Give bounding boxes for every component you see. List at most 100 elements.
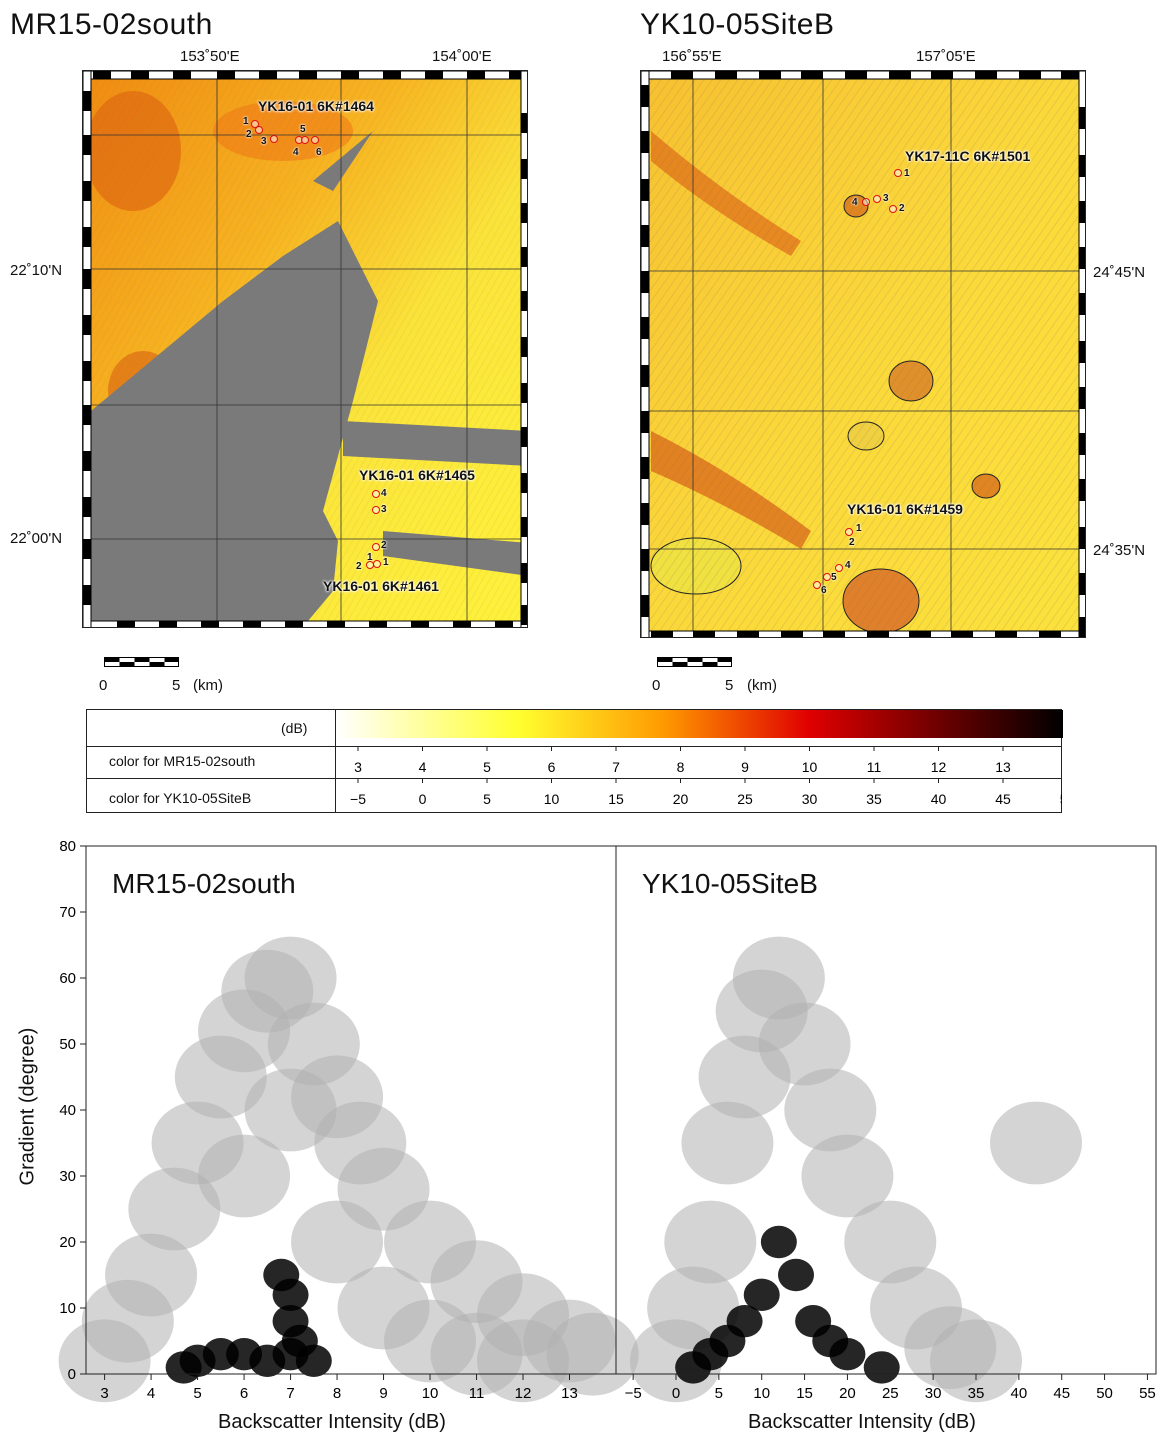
colorbar-tick-label: 35	[866, 791, 882, 807]
colorbar-tick-label: 8	[677, 759, 685, 775]
scatter-point	[760, 1225, 797, 1259]
colorbar-tick-label: 5	[483, 759, 491, 775]
scatter-point	[244, 1068, 337, 1152]
station-number: 2	[246, 129, 252, 140]
site-label: YK16-01 6K#1461	[323, 578, 439, 594]
scatter-point	[664, 1200, 757, 1284]
station-marker	[270, 135, 278, 143]
station-number: 2	[356, 561, 362, 572]
x-tick-label: 3	[100, 1385, 108, 1402]
colorbar-tick-label: 4	[419, 759, 427, 775]
x-tick-label: 8	[333, 1385, 341, 1402]
x-axis-label: Backscatter Intensity (dB)	[748, 1411, 976, 1433]
scale-zero: 0	[99, 677, 108, 694]
scatter-point	[263, 1258, 300, 1292]
scatter-point	[778, 1258, 814, 1292]
y-tick-label: 50	[59, 1036, 76, 1053]
station-marker	[894, 169, 902, 177]
scatter-point	[990, 1101, 1082, 1185]
colorbar-tick-label: 45	[995, 791, 1011, 807]
x-tick-label: 5	[193, 1385, 201, 1402]
map-mr15-02south: YK16-01 6K#1464 1 2 3 4 5 6 YK16-01 6K#1…	[82, 70, 528, 628]
x-tick-label: 25	[882, 1385, 899, 1402]
station-marker	[813, 581, 821, 589]
scatter-point	[198, 1134, 291, 1218]
scale-zero: 0	[652, 677, 661, 694]
site-label: YK16-01 6K#1465	[359, 467, 475, 483]
station-marker	[372, 490, 380, 498]
y-tick-label: 80	[59, 838, 76, 855]
x-tick-label: 35	[968, 1385, 985, 1402]
station-number: 4	[852, 197, 858, 208]
x-tick-label: 6	[240, 1385, 248, 1402]
colorbar-tick-label: 11	[867, 759, 882, 775]
station-number: 6	[316, 147, 322, 158]
scale-bar	[657, 656, 732, 667]
colorbar-tick-label: 12	[931, 759, 947, 775]
station-number: 1	[243, 116, 249, 127]
x-tick-label: 11	[469, 1385, 485, 1402]
station-marker	[845, 528, 853, 536]
scale-five: 5	[725, 677, 734, 694]
plot-title: MR15-02south	[112, 868, 296, 899]
scatter-point	[105, 1233, 198, 1317]
x-tick-label: 5	[715, 1385, 723, 1402]
colorbar-tick-label: 10	[802, 759, 818, 775]
x-tick-label: −5	[625, 1385, 642, 1402]
lat-label: 24˚35'N	[1093, 542, 1146, 559]
station-marker	[823, 573, 831, 581]
scatter-point	[128, 1167, 221, 1251]
plot-title: YK10-05SiteB	[642, 868, 818, 899]
station-number: 1	[904, 168, 910, 179]
y-tick-label: 60	[59, 970, 76, 987]
scale-unit: (km)	[747, 677, 777, 694]
y-tick-label: 70	[59, 904, 76, 921]
colorbar-unit: (dB)	[281, 720, 308, 736]
plot-border	[85, 845, 1157, 1375]
station-marker	[301, 136, 309, 144]
y-axis-label: Gradient (degree)	[16, 1027, 39, 1186]
scatter-point	[930, 1319, 1022, 1403]
colorbar-tick-label: 9	[741, 759, 749, 775]
station-number: 1	[367, 552, 373, 563]
y-tick-label: 20	[59, 1234, 76, 1251]
station-number: 2	[899, 203, 905, 214]
lon-label: 153˚50'E	[180, 48, 240, 65]
x-tick-label: 30	[925, 1385, 942, 1402]
station-marker	[835, 564, 843, 572]
lon-label: 156˚55'E	[662, 48, 722, 65]
station-number: 5	[300, 124, 306, 135]
lon-label: 157˚05'E	[916, 48, 976, 65]
station-number: 3	[261, 136, 267, 147]
colorbar-tick-label: 15	[608, 791, 624, 807]
scatter-point	[291, 1200, 384, 1284]
x-tick-label: 0	[672, 1385, 680, 1402]
lon-label: 154˚00'E	[432, 48, 492, 65]
scatter-point	[681, 1101, 774, 1185]
scatter-point	[863, 1351, 900, 1384]
scatter-point	[743, 1278, 780, 1311]
station-number: 3	[381, 504, 387, 515]
station-marker	[311, 136, 319, 144]
map-title-mr15: MR15-02south	[10, 8, 213, 41]
x-tick-label: 12	[515, 1385, 532, 1402]
x-tick-label: 55	[1139, 1385, 1156, 1402]
y-tick-label: 30	[59, 1168, 76, 1185]
scatter-point	[844, 1200, 937, 1284]
scatter-point	[477, 1319, 570, 1403]
colorbar-table: (dB) color for MR15-02south color for YK…	[86, 709, 1063, 813]
x-tick-label: 10	[422, 1385, 439, 1402]
colorbar-tick-label: 5	[483, 791, 491, 807]
station-marker	[372, 506, 380, 514]
station-number: 4	[845, 560, 851, 571]
station-number: 2	[849, 537, 855, 548]
colorbar-tick-label: 25	[737, 791, 753, 807]
station-marker	[862, 198, 870, 206]
x-tick-label: 40	[1011, 1385, 1028, 1402]
colorbar-tick-label: 10	[544, 791, 560, 807]
x-tick-label: 4	[147, 1385, 155, 1402]
colorbar-row-label: color for YK10-05SiteB	[109, 790, 252, 806]
x-tick-label: 15	[796, 1385, 813, 1402]
